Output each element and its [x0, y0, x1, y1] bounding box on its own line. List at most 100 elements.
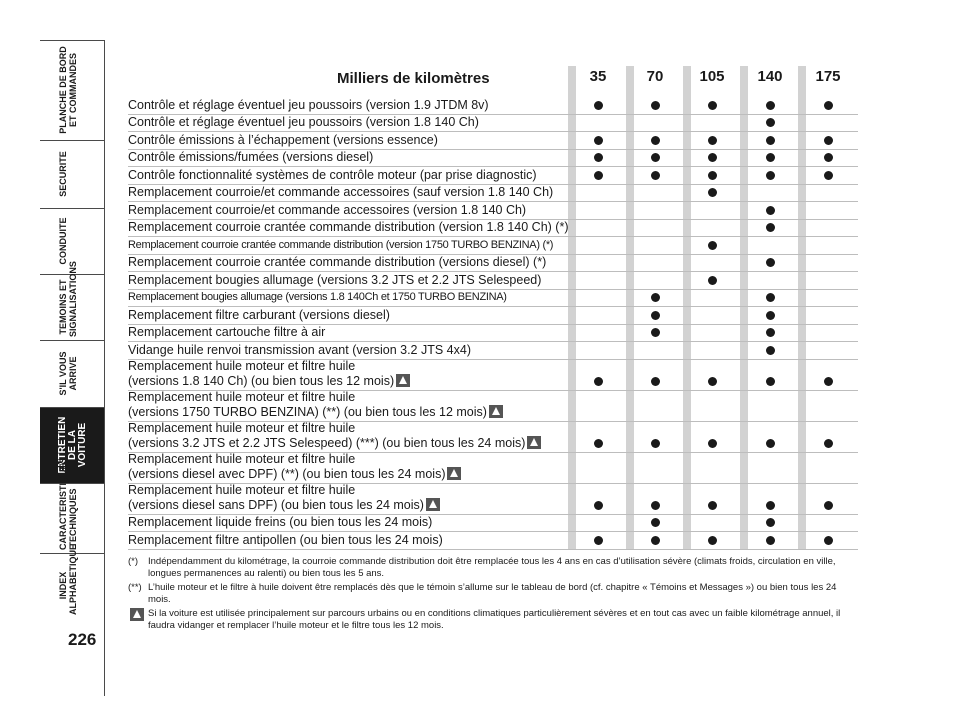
- table-row: Remplacement filtre antipollen (ou bien …: [128, 531, 858, 550]
- service-dot: [594, 438, 603, 448]
- service-dot: [708, 438, 717, 448]
- row-label-line: Remplacement courroie/et commande access…: [128, 202, 527, 217]
- chapter-tab-4[interactable]: TEMOINS ET SIGNALISATIONS: [58, 261, 78, 337]
- service-dot: [594, 135, 603, 145]
- row-label: Contrôle fonctionnalité systèmes de cont…: [128, 168, 537, 183]
- service-dot: [708, 170, 717, 180]
- row-label-line: Remplacement courroie/et commande access…: [128, 185, 554, 199]
- service-dot: [594, 170, 603, 180]
- service-dot: [766, 345, 775, 355]
- service-dot: [766, 118, 775, 127]
- table-row: Remplacement courroie crantée commande d…: [128, 236, 858, 255]
- service-dot: [651, 376, 660, 386]
- row-label: Remplacement courroie/et commande access…: [128, 203, 526, 218]
- chapter-tab-2[interactable]: SECURITE: [58, 151, 68, 197]
- service-dot: [766, 100, 775, 110]
- row-label: Remplacement huile moteur et filtre huil…: [128, 452, 462, 482]
- chapter-tab-8[interactable]: INDEX ALPHABETIQUE: [58, 543, 78, 615]
- service-dot: [824, 135, 833, 145]
- service-dot: [594, 535, 603, 545]
- column-separator: [798, 66, 806, 550]
- row-label-line: Remplacement filtre antipollen (ou bien …: [128, 532, 443, 547]
- service-dot: [651, 293, 660, 302]
- row-label: Remplacement bougies allumage (versions …: [128, 273, 541, 288]
- table-row: Remplacement courroie/et commande access…: [128, 184, 858, 202]
- tab-divider: [40, 274, 104, 275]
- service-dot: [766, 153, 775, 162]
- service-dot: [766, 205, 775, 215]
- row-label: Remplacement huile moteur et filtre huil…: [128, 483, 440, 513]
- service-dot: [708, 100, 717, 110]
- chapter-tab-1[interactable]: PLANCHE DE BORD ET COMMANDES: [58, 46, 78, 134]
- service-dot: [824, 100, 833, 110]
- table-row: Remplacement courroie/et commande access…: [128, 201, 858, 220]
- warning-icon: [447, 466, 462, 480]
- warning-icon: [527, 435, 542, 449]
- service-dot: [651, 500, 660, 510]
- table-row: Remplacement bougies allumage (versions …: [128, 289, 858, 307]
- column-separator: [683, 66, 691, 550]
- footnote-text: L’huile moteur et le filtre à huile doiv…: [148, 582, 837, 605]
- table-row: Contrôle fonctionnalité systèmes de cont…: [128, 166, 858, 185]
- row-label: Remplacement huile moteur et filtre huil…: [128, 358, 411, 389]
- service-dot: [594, 153, 603, 162]
- table-row: Remplacement bougies allumage (versions …: [128, 271, 858, 290]
- service-dot: [766, 310, 775, 320]
- row-label: Contrôle et réglage éventuel jeu poussoi…: [128, 115, 479, 130]
- service-dot: [708, 376, 717, 386]
- row-label-line: Contrôle fonctionnalité systèmes de cont…: [128, 167, 537, 182]
- row-label-line: Contrôle émissions/fumées (versions dies…: [128, 150, 374, 164]
- service-dot: [824, 170, 833, 180]
- row-label-line: Remplacement bougies allumage (versions …: [128, 291, 507, 303]
- row-label: Remplacement huile moteur et filtre huil…: [128, 420, 542, 451]
- tab-divider: [40, 208, 104, 209]
- row-label: Contrôle émissions à l’échappement (vers…: [128, 133, 438, 148]
- table-heading: Milliers de kilomètres: [337, 70, 490, 87]
- service-dot: [766, 328, 775, 337]
- tab-divider: [40, 40, 104, 41]
- table-row: Remplacement huile moteur et filtre huil…: [128, 359, 858, 391]
- service-dot: [824, 438, 833, 448]
- service-dot: [708, 500, 717, 510]
- service-dot: [766, 258, 775, 267]
- active-tab-background: [40, 407, 104, 483]
- table-row: Contrôle émissions à l’échappement (vers…: [128, 131, 858, 150]
- service-dot: [766, 535, 775, 545]
- table-row: Remplacement courroie crantée commande d…: [128, 219, 858, 237]
- service-dot: [651, 438, 660, 448]
- chapter-tab-3[interactable]: CONDUITE: [58, 217, 68, 265]
- row-label: Remplacement courroie crantée commande d…: [128, 255, 546, 270]
- row-label-line: Vidange huile renvoi transmission avant …: [128, 342, 471, 357]
- table-row: Contrôle et réglage éventuel jeu poussoi…: [128, 114, 858, 132]
- table-row: Remplacement courroie crantée commande d…: [128, 254, 858, 272]
- footnote: Si la voiture est utilisée principalemen…: [128, 608, 858, 631]
- service-dot: [824, 376, 833, 386]
- chapter-tab-5[interactable]: S'IL VOUS ARRIVE: [58, 351, 78, 396]
- service-dot: [651, 153, 660, 162]
- column-header-140: 140: [757, 68, 783, 85]
- column-separator: [568, 66, 576, 550]
- row-label: Remplacement courroie crantée commande d…: [128, 238, 553, 253]
- tab-divider: [40, 407, 104, 408]
- service-dot: [708, 135, 717, 145]
- column-separator: [740, 66, 748, 550]
- service-dot: [766, 223, 775, 232]
- row-label-line: Remplacement courroie crantée commande d…: [128, 255, 547, 269]
- row-label: Contrôle émissions/fumées (versions dies…: [128, 150, 373, 165]
- chapter-tab-7[interactable]: CARACTERISTIQUES TECHNIQUES: [58, 457, 78, 550]
- row-label-line: Remplacement huile moteur et filtre huil…: [128, 358, 356, 373]
- table-row: Remplacement huile moteur et filtre huil…: [128, 483, 858, 515]
- row-label: Remplacement filtre antipollen (ou bien …: [128, 533, 443, 548]
- row-label: Remplacement filtre carburant (versions …: [128, 308, 390, 323]
- row-label-line: Remplacement huile moteur et filtre huil…: [128, 420, 356, 435]
- service-dot: [651, 518, 660, 527]
- table-row: Remplacement huile moteur et filtre huil…: [128, 452, 858, 484]
- row-label-line: (versions 3.2 JTS et 2.2 JTS Selespeed) …: [128, 435, 526, 450]
- warning-icon: [425, 497, 440, 511]
- table-row: Remplacement cartouche filtre à air: [128, 324, 858, 342]
- tab-divider: [40, 483, 104, 484]
- row-label-line: Remplacement bougies allumage (versions …: [128, 272, 542, 287]
- tab-divider: [40, 340, 104, 341]
- row-label-line: (versions diesel sans DPF) (ou bien tous…: [128, 497, 424, 512]
- service-dot: [766, 500, 775, 510]
